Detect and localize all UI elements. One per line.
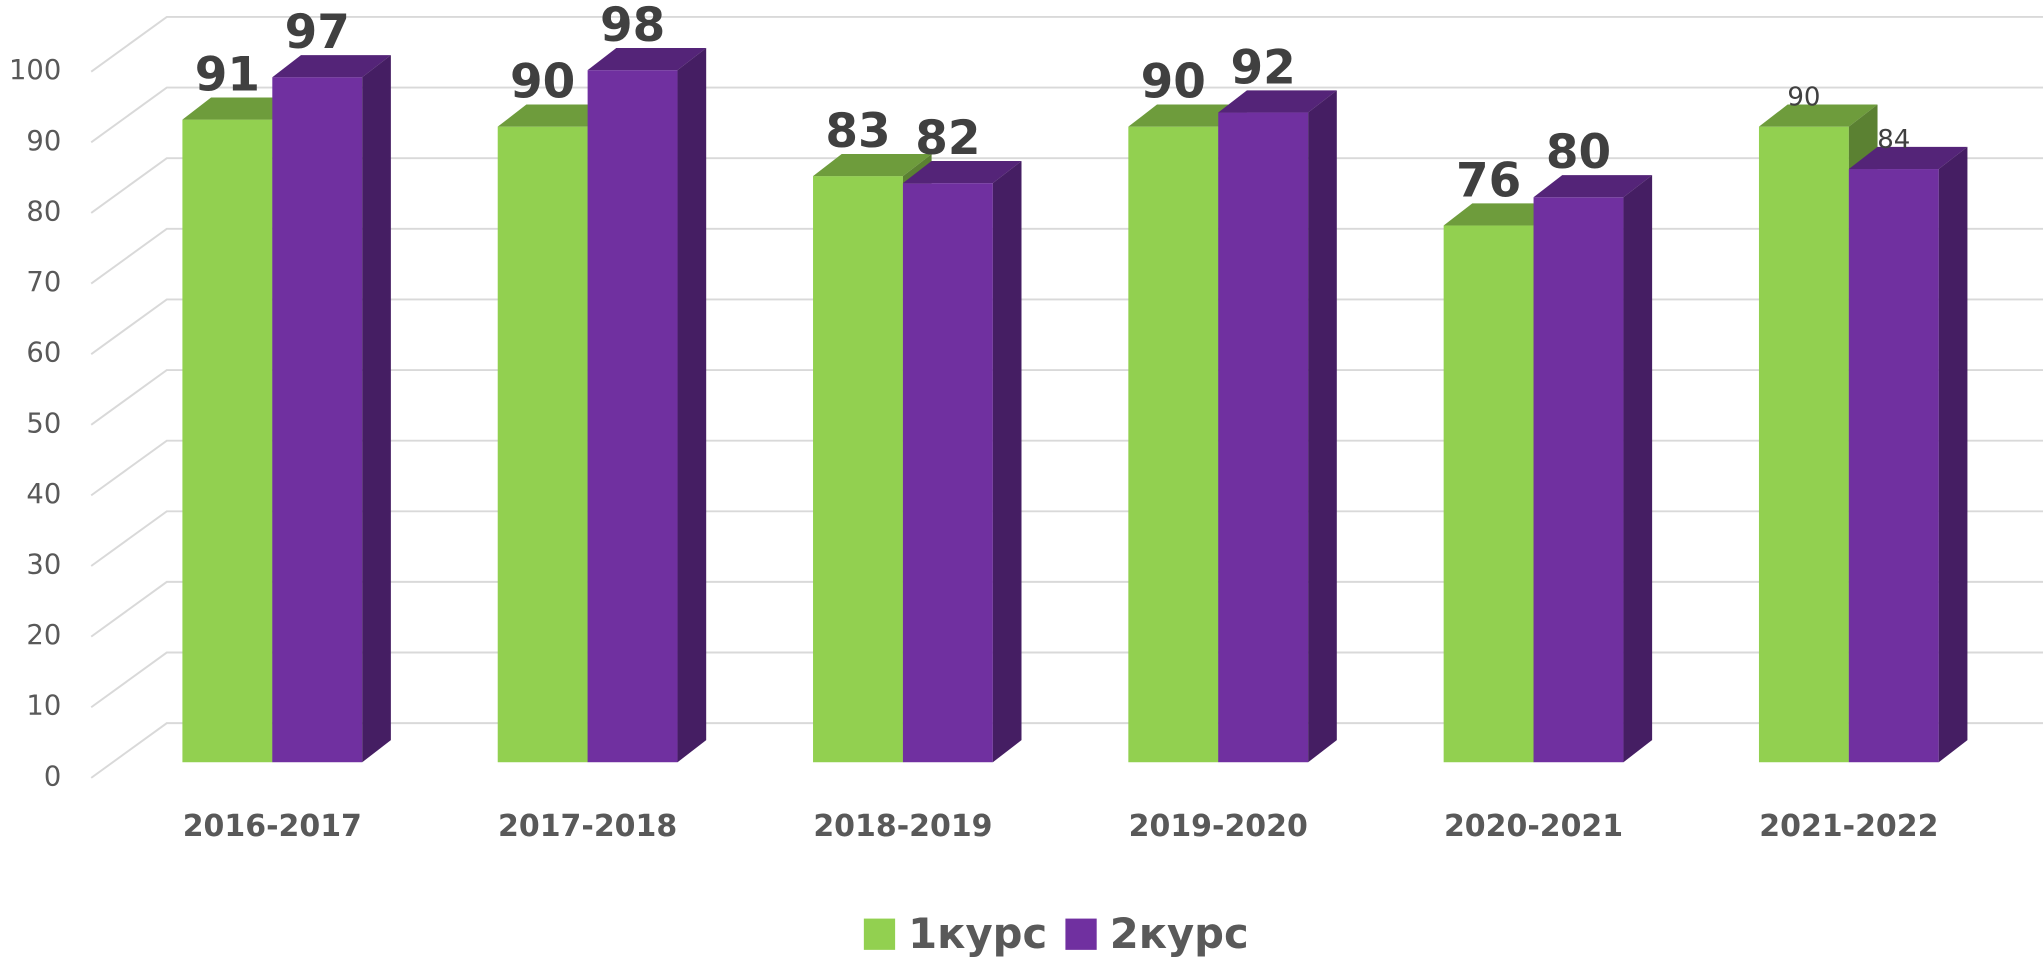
bar-front xyxy=(1443,225,1534,763)
bar xyxy=(1218,90,1337,763)
bar-front xyxy=(1218,112,1309,763)
bar-front xyxy=(587,70,678,763)
bar-top xyxy=(902,161,1022,184)
bar-front xyxy=(272,77,363,763)
grid-line xyxy=(90,227,2043,285)
bar-front xyxy=(497,126,588,763)
data-label: 90 xyxy=(1141,54,1206,109)
y-tick-label: 50 xyxy=(26,408,61,439)
x-tick-label: 2019-2020 xyxy=(1129,809,1308,844)
legend-label: 1курс xyxy=(908,909,1047,958)
bar-front xyxy=(1758,126,1849,763)
bar-top xyxy=(1443,203,1563,226)
bar-top xyxy=(182,97,301,120)
data-label: 91 xyxy=(195,47,260,102)
bar-side xyxy=(992,161,1022,763)
grid-line xyxy=(90,651,2043,709)
bar xyxy=(902,161,1022,763)
bar-side xyxy=(677,48,707,763)
legend-swatch xyxy=(863,918,896,950)
data-label: 98 xyxy=(600,0,665,53)
bar-top xyxy=(1848,146,1968,170)
bar-front xyxy=(902,183,993,763)
data-label: 76 xyxy=(1456,153,1521,208)
bar xyxy=(1443,203,1563,763)
legend-swatch xyxy=(1065,918,1097,950)
bar-side xyxy=(362,55,391,763)
bar-top xyxy=(587,48,707,71)
x-tick-label: 2018-2019 xyxy=(813,809,992,844)
bar-top xyxy=(813,153,932,177)
bar xyxy=(587,48,707,763)
bar xyxy=(1533,175,1653,763)
data-label: 80 xyxy=(1546,125,1611,180)
data-label: 84 xyxy=(1877,125,1910,155)
grid-line xyxy=(90,722,2043,779)
grid-line xyxy=(90,580,2043,638)
grid-line xyxy=(90,86,2043,144)
y-tick-label: 100 xyxy=(9,55,61,86)
y-tick-label: 10 xyxy=(26,691,61,722)
grid-line xyxy=(90,15,2043,73)
bar-front xyxy=(1533,197,1624,763)
data-label: 83 xyxy=(825,104,890,159)
bar-front xyxy=(1128,126,1219,763)
legend-label: 2курс xyxy=(1110,909,1249,958)
y-tick-label: 30 xyxy=(26,550,61,581)
y-tick-label: 90 xyxy=(26,126,61,157)
bar-side xyxy=(1308,90,1337,763)
x-tick-label: 2017-2018 xyxy=(498,809,677,844)
grid-line xyxy=(90,298,2043,355)
x-tick-label: 2020-2021 xyxy=(1444,809,1623,844)
x-tick-label: 2021-2022 xyxy=(1759,809,1938,844)
grid-line xyxy=(90,439,2043,497)
grid-line xyxy=(90,510,2043,567)
data-label: 92 xyxy=(1231,40,1296,95)
grid-line xyxy=(90,157,2043,214)
bar-front xyxy=(1848,169,1939,763)
bar-front xyxy=(813,176,903,763)
bar-top xyxy=(1218,90,1337,113)
bar xyxy=(1848,146,1968,763)
bar-top xyxy=(272,55,391,78)
data-label: 82 xyxy=(915,111,980,166)
bar xyxy=(272,55,391,763)
bar-front xyxy=(182,119,273,763)
y-tick-label: 70 xyxy=(26,267,61,298)
y-tick-label: 60 xyxy=(26,338,61,369)
x-tick-label: 2016-2017 xyxy=(183,809,362,844)
y-tick-label: 40 xyxy=(26,479,61,510)
y-tick-label: 80 xyxy=(26,196,61,227)
y-tick-label: 0 xyxy=(44,761,61,792)
grid-line xyxy=(90,369,2043,426)
data-label: 90 xyxy=(510,54,575,109)
bar-side xyxy=(1938,146,1968,763)
bar-top xyxy=(497,104,617,127)
bar-top xyxy=(1533,175,1653,198)
data-label: 97 xyxy=(285,5,350,60)
bar-side xyxy=(1623,175,1653,763)
data-label: 90 xyxy=(1787,83,1820,113)
y-tick-label: 20 xyxy=(26,620,61,651)
bar-top xyxy=(1758,104,1878,127)
bar-top xyxy=(1128,104,1247,127)
